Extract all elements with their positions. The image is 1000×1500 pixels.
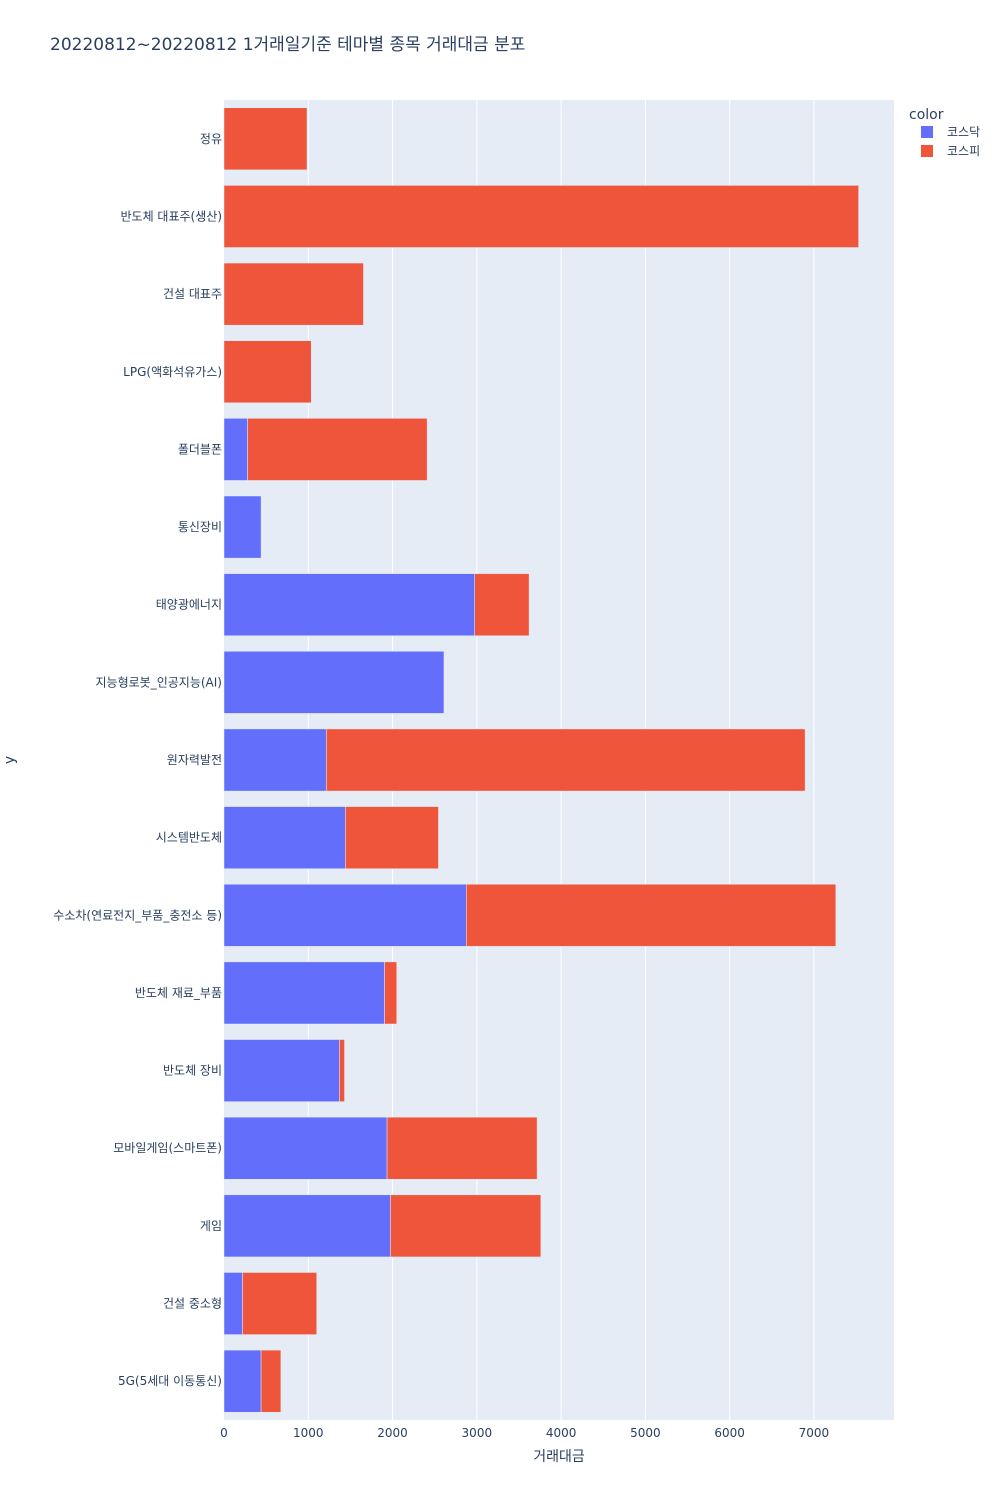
bar-segment[interactable]: [390, 1194, 542, 1258]
bar-segment[interactable]: [384, 961, 398, 1025]
bar-segment[interactable]: [345, 806, 439, 869]
bar-segment[interactable]: [339, 1039, 345, 1102]
bar-segment[interactable]: [474, 573, 530, 637]
bar-segment[interactable]: [223, 1194, 391, 1258]
bar-segment[interactable]: [386, 1116, 538, 1180]
y-tick-label: LPG(액화석유가스): [123, 365, 222, 379]
bar-segment[interactable]: [260, 1349, 282, 1413]
y-tick-label: 게임: [200, 1219, 222, 1233]
bar-segment[interactable]: [223, 185, 859, 248]
x-axis-ticks: 0 1000 2000 3000 4000 5000 6000 7000: [220, 1426, 829, 1440]
bar-segment[interactable]: [223, 107, 308, 171]
bar-segment[interactable]: [223, 1116, 388, 1180]
y-tick-label: 태양광에너지: [156, 598, 222, 612]
bar-segment[interactable]: [326, 728, 806, 792]
y-tick-label: 정유: [200, 132, 222, 146]
y-tick-label: 시스템반도체: [156, 831, 222, 845]
x-axis-title: 거래대금: [533, 1449, 585, 1465]
x-tick-label: 3000: [462, 1426, 493, 1440]
bar-segment[interactable]: [466, 883, 837, 947]
y-tick-label: 반도체 재료_부품: [135, 986, 222, 1000]
bar-segment[interactable]: [223, 961, 385, 1025]
bar-segment[interactable]: [223, 340, 312, 404]
bar-segment[interactable]: [223, 728, 327, 792]
x-tick-label: 2000: [377, 1426, 408, 1440]
legend-item-label[interactable]: 코스피: [947, 144, 980, 158]
chart-title: 20220812~20220812 1거래일기준 테마별 종목 거래대금 분포: [50, 35, 525, 55]
bar-segment[interactable]: [247, 418, 428, 481]
bar-segment[interactable]: [223, 262, 364, 326]
x-tick-label: 1000: [293, 1426, 324, 1440]
bar-segment[interactable]: [223, 495, 262, 559]
bar-segment[interactable]: [223, 806, 346, 869]
y-tick-label: 건설 중소형: [163, 1297, 222, 1311]
bar-segment[interactable]: [242, 1272, 317, 1335]
bar-segment[interactable]: [223, 418, 248, 481]
y-tick-label: 통신장비: [178, 520, 222, 534]
bar-segment[interactable]: [223, 573, 475, 637]
x-tick-label: 4000: [546, 1426, 577, 1440]
y-tick-label: 원자력발전: [167, 753, 222, 767]
bar-segment[interactable]: [223, 1349, 262, 1413]
y-tick-label: 지능형로봇_인공지능(AI): [96, 675, 222, 689]
legend-swatch: [921, 126, 933, 138]
y-tick-label: 5G(5세대 이동통신): [118, 1374, 222, 1388]
y-tick-label: 모바일게임(스마트폰): [113, 1141, 222, 1155]
legend-swatch: [921, 145, 933, 157]
y-tick-label: 반도체 장비: [163, 1064, 222, 1078]
x-tick-label: 6000: [714, 1426, 745, 1440]
x-tick-label: 0: [220, 1426, 228, 1440]
y-tick-label: 반도체 대표주(생산): [121, 209, 223, 223]
legend-title: color: [909, 107, 944, 123]
y-tick-label: 건설 대표주: [163, 287, 222, 301]
x-tick-label: 7000: [799, 1426, 830, 1440]
bars: [223, 107, 859, 1413]
x-tick-label: 5000: [630, 1426, 661, 1440]
bar-segment[interactable]: [223, 651, 445, 714]
y-axis-title: y: [2, 756, 18, 764]
bar-segment[interactable]: [223, 883, 467, 947]
bar-segment[interactable]: [223, 1272, 243, 1335]
y-tick-label: 폴더블폰: [178, 442, 222, 456]
bar-segment[interactable]: [223, 1039, 340, 1102]
legend-item-label[interactable]: 코스닥: [947, 125, 980, 139]
y-tick-label: 수소차(연료전지_부품_충전소 등): [53, 908, 222, 922]
